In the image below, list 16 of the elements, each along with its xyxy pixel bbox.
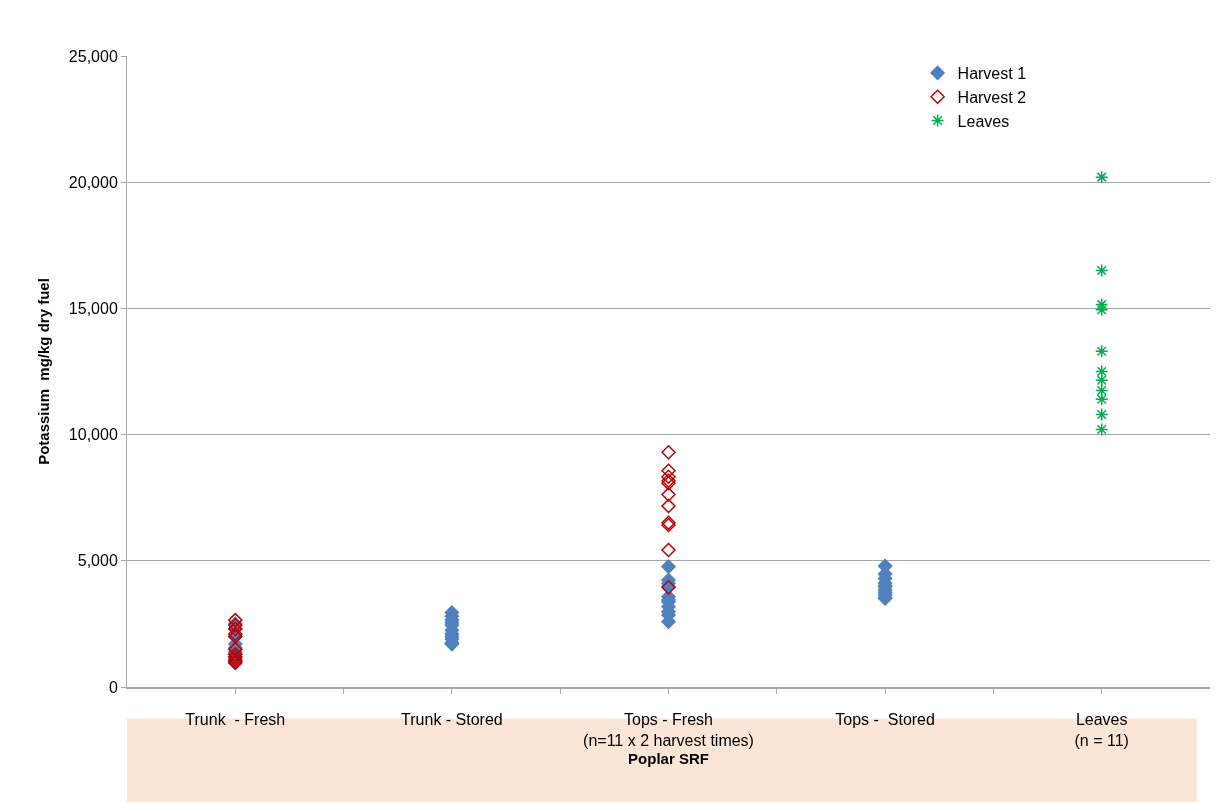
legend-label: Harvest 2 [957,88,1027,106]
y-tick-label: 10,000 [68,426,118,444]
legend-label: Harvest 1 [957,65,1027,83]
x-tick-label: Trunk - Fresh [185,710,286,728]
y-tick-label: 5,000 [77,552,118,570]
y-tick-label: 15,000 [68,300,118,317]
x-axis-title: Poplar SRF [628,750,709,768]
y-tick-label: 0 [108,678,118,696]
y-tick-label: 25,000 [68,47,118,65]
x-tick-label: Trunk - Stored [401,710,503,728]
legend-label: Leaves [957,112,1010,130]
y-tick-label: 20,000 [68,173,118,191]
y-axis-title: Potassium mg/kg dry fuel [35,278,53,465]
x-tick-label: Tops - Stored [835,710,935,728]
x-tick-label: Tops - Fresh (n=11 x 2 harvest times) [583,710,754,749]
x-tick-label: Leaves (n = 11) [1074,710,1129,749]
